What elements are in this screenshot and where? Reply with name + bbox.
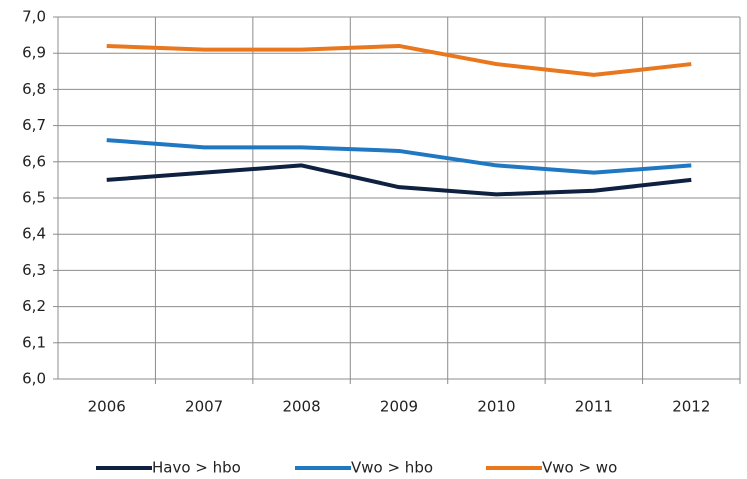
y-tick-label: 6,5 (22, 189, 46, 207)
y-tick-label: 6,7 (22, 116, 46, 134)
x-tick-label: 2011 (575, 398, 613, 416)
y-tick-label: 6,0 (22, 370, 46, 388)
y-tick-label: 6,9 (22, 44, 46, 62)
y-tick-label: 7,0 (22, 8, 46, 26)
y-tick-label: 6,6 (22, 152, 46, 170)
y-tick-label: 6,4 (22, 225, 46, 243)
series-line (106, 163, 692, 197)
y-tick-label: 6,2 (22, 297, 46, 315)
x-tick-label: 2008 (282, 398, 320, 416)
x-tick-label: 2010 (477, 398, 515, 416)
legend-label: Vwo > hbo (351, 459, 433, 477)
legend-label: Vwo > wo (542, 459, 617, 477)
x-tick-label: 2009 (380, 398, 418, 416)
x-tick-label: 2006 (88, 398, 126, 416)
x-tick-label: 2012 (672, 398, 710, 416)
y-tick-label: 6,1 (22, 333, 46, 351)
y-tick-label: 6,8 (22, 80, 46, 98)
x-tick-label: 2007 (185, 398, 223, 416)
y-tick-label: 6,3 (22, 261, 46, 279)
series-line (106, 138, 692, 175)
legend-label: Havo > hbo (152, 459, 241, 477)
series-line (106, 43, 692, 77)
